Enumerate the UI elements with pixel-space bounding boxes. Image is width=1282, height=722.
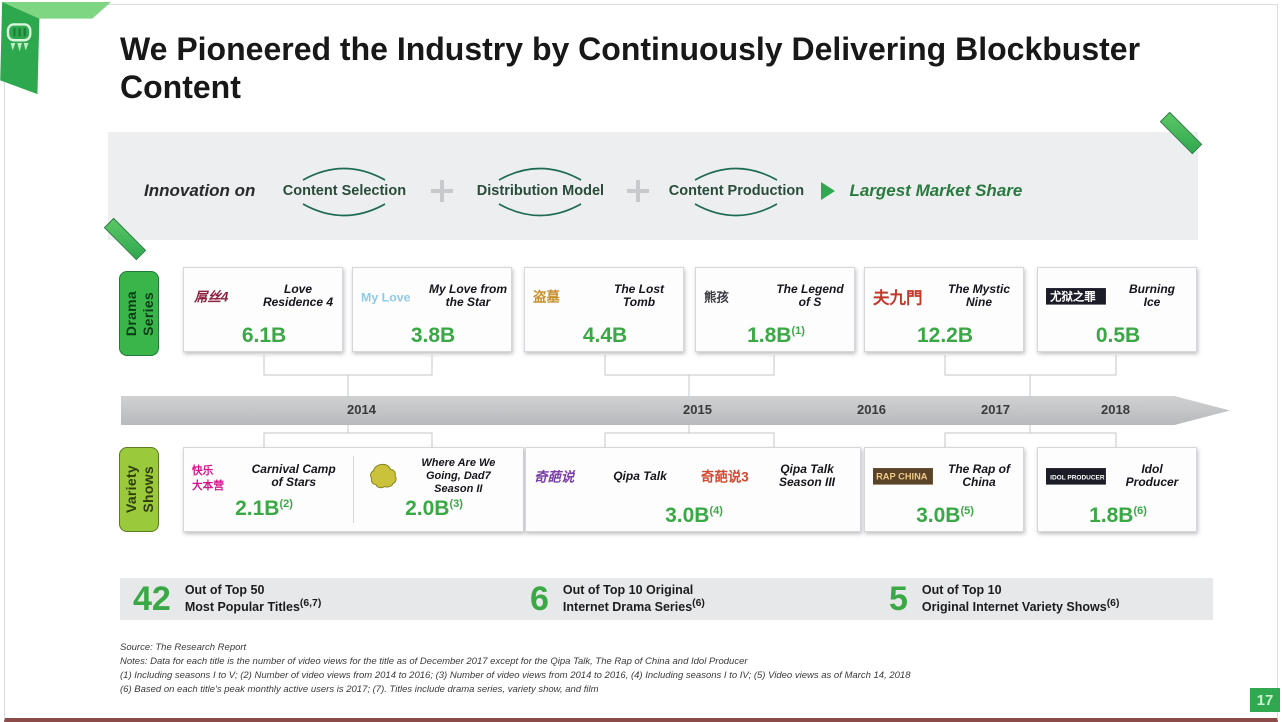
svg-text:IDOL PRODUCER: IDOL PRODUCER (1050, 474, 1105, 481)
svg-text:熊孩: 熊孩 (704, 289, 729, 304)
svg-text:夫九門: 夫九門 (873, 287, 923, 307)
svg-text:盗墓: 盗墓 (533, 288, 560, 304)
svg-text:尤狱之罪: 尤狱之罪 (1049, 289, 1096, 303)
svg-text:奇葩说: 奇葩说 (534, 469, 576, 484)
svg-text:大本营: 大本营 (192, 479, 224, 492)
svg-text:屌丝4: 屌丝4 (193, 289, 229, 304)
svg-text:My Love: My Love (361, 290, 411, 304)
svg-text:奇葩说3: 奇葩说3 (701, 468, 749, 484)
svg-text:快乐: 快乐 (192, 464, 214, 477)
svg-text:RAP CHINA: RAP CHINA (876, 471, 928, 481)
